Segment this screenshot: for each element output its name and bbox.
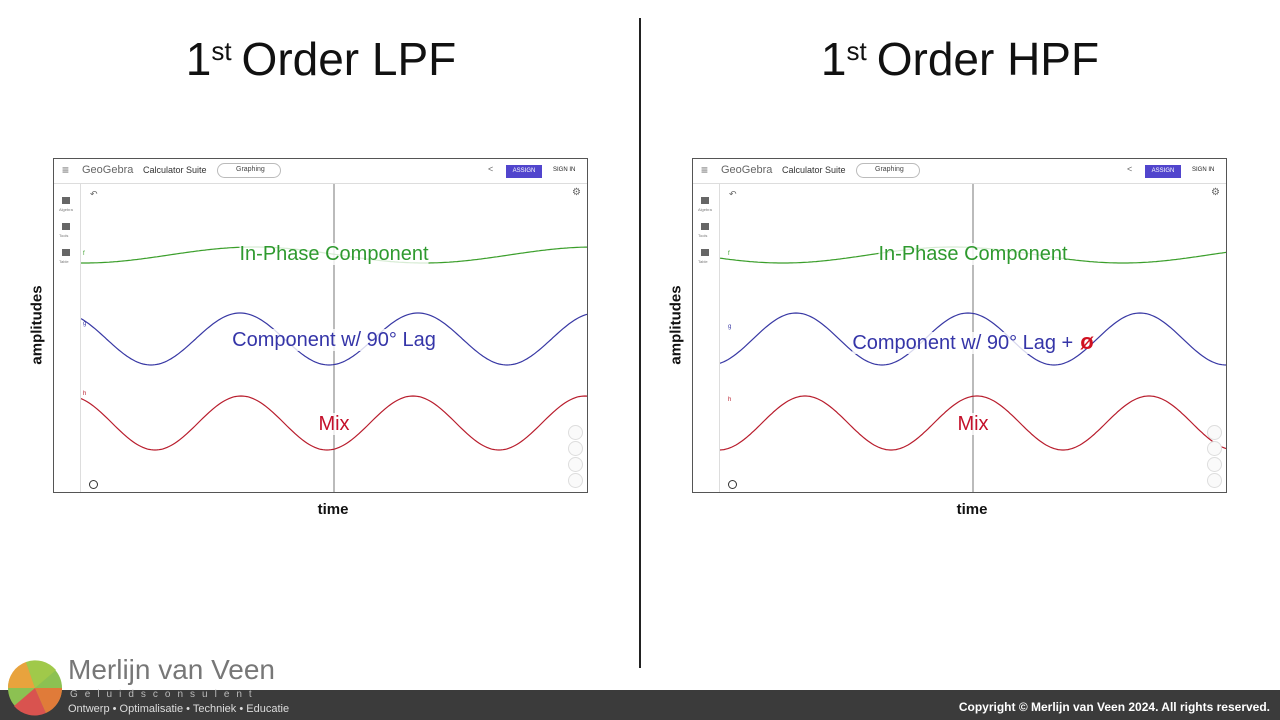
- phase-symbol: ø: [1080, 329, 1094, 354]
- menu-icon: ≡: [62, 163, 70, 177]
- sidebar-label: Table: [698, 259, 708, 264]
- settings-icon: ⚙: [1211, 187, 1220, 198]
- sidebar: [693, 184, 720, 492]
- assign-button[interactable]: ASSIGN: [506, 165, 542, 178]
- panel-title: 1st Order LPF: [186, 32, 457, 86]
- sidebar-icon: [62, 249, 70, 256]
- footer-services: Ontwerp • Optimalisatie • Techniek • Edu…: [68, 703, 290, 715]
- footer-bar: [0, 690, 1280, 720]
- annotation: Mix: [957, 413, 989, 436]
- assign-button[interactable]: ASSIGN: [1145, 165, 1181, 178]
- annotation: Component w/ 90° Lag: [232, 329, 436, 352]
- mode-label: Graphing: [236, 166, 265, 173]
- zoom-button[interactable]: [1207, 457, 1222, 472]
- x-axis-label: time: [317, 501, 349, 518]
- annotation-text: In-Phase Component: [239, 243, 429, 265]
- annotation-text: Component w/ 90° Lag +: [852, 332, 1074, 354]
- menu-icon: ≡: [701, 163, 709, 177]
- zoom-button[interactable]: [1207, 441, 1222, 456]
- sign-in-button[interactable]: SIGN IN: [1192, 167, 1215, 173]
- annotation: In-Phase Component: [878, 243, 1068, 266]
- curve: [720, 395, 1227, 451]
- curve-label: h: [83, 391, 87, 397]
- annotation-text: Mix: [957, 413, 989, 435]
- panel-title: 1st Order HPF: [821, 32, 1099, 86]
- annotation-text: Mix: [318, 413, 350, 435]
- title-number: 1: [820, 33, 847, 85]
- sidebar-label: Tools: [698, 233, 708, 238]
- share-icon: <: [1127, 164, 1133, 174]
- annotation-text: Component w/ 90° Lag: [232, 329, 436, 351]
- x-axis-label: time: [956, 501, 988, 518]
- footer-name: Merlijn van Veen: [68, 654, 276, 685]
- top-bar: ≡ GeoGebra Calculator Suite Graphing < ASSIGN…: [693, 159, 1226, 184]
- y-axis-label: amplitudes: [28, 285, 46, 365]
- mode-select: Graphing: [217, 163, 281, 178]
- annotation: In-Phase Component: [239, 243, 429, 266]
- logo: [7, 660, 63, 716]
- zoom-button[interactable]: [1207, 473, 1222, 488]
- curve-label: g: [83, 321, 87, 327]
- geogebra-window: ≡ GeoGebra Calculator Suite Graphing < ASSIGN…: [53, 158, 588, 493]
- title-text: Order HPF: [876, 33, 1100, 85]
- brand: GeoGebra: [721, 164, 773, 176]
- sidebar-icon: [62, 223, 70, 230]
- title-suffix: st: [211, 36, 232, 66]
- sidebar-icon: [701, 223, 709, 230]
- copyright: Copyright © Merlijn van Veen 2024. All r…: [958, 700, 1270, 714]
- curve: [81, 395, 588, 451]
- annotation: Mix: [318, 413, 350, 436]
- footer-tagline: Geluidsconsulent: [70, 689, 259, 700]
- sign-in-button[interactable]: SIGN IN: [553, 167, 576, 173]
- undo-icon: ↶: [729, 189, 737, 199]
- title-suffix: st: [846, 36, 867, 66]
- suite: Calculator Suite: [782, 165, 846, 175]
- sidebar-icon: [62, 197, 70, 204]
- settings-icon: ⚙: [572, 187, 581, 198]
- curve: [81, 312, 588, 366]
- zoom-button[interactable]: [568, 473, 583, 488]
- top-bar: ≡ GeoGebra Calculator Suite Graphing < ASSIGN…: [54, 159, 587, 184]
- curve-label: g: [728, 324, 732, 330]
- annotation: Component w/ 90° Lag + ø: [852, 329, 1094, 355]
- sidebar-icon: [701, 249, 709, 256]
- title-text: Order LPF: [241, 33, 457, 85]
- undo-icon: ↶: [90, 189, 98, 199]
- sidebar-label: Algebra: [698, 207, 712, 212]
- zoom-button[interactable]: [1207, 425, 1222, 440]
- curve: [720, 312, 1227, 366]
- share-icon: <: [488, 164, 494, 174]
- view-button: [728, 480, 737, 489]
- view-button: [89, 480, 98, 489]
- mode-label: Graphing: [875, 166, 904, 173]
- sidebar: [54, 184, 81, 492]
- sidebar-label: Tools: [59, 233, 69, 238]
- y-axis-label: amplitudes: [667, 285, 685, 365]
- curve-label: f: [728, 251, 730, 257]
- mode-select: Graphing: [856, 163, 920, 178]
- suite: Calculator Suite: [143, 165, 207, 175]
- curve-label: f: [83, 251, 85, 257]
- geogebra-window: ≡ GeoGebra Calculator Suite Graphing < ASSIGN…: [692, 158, 1227, 493]
- sidebar-label: Table: [59, 259, 69, 264]
- brand: GeoGebra: [82, 164, 134, 176]
- divider: [639, 18, 641, 668]
- title-number: 1: [185, 33, 212, 85]
- sidebar-icon: [701, 197, 709, 204]
- zoom-button[interactable]: [568, 441, 583, 456]
- curve-label: h: [728, 397, 732, 403]
- zoom-button[interactable]: [568, 425, 583, 440]
- sidebar-label: Algebra: [59, 207, 73, 212]
- zoom-button[interactable]: [568, 457, 583, 472]
- annotation-text: In-Phase Component: [878, 243, 1068, 265]
